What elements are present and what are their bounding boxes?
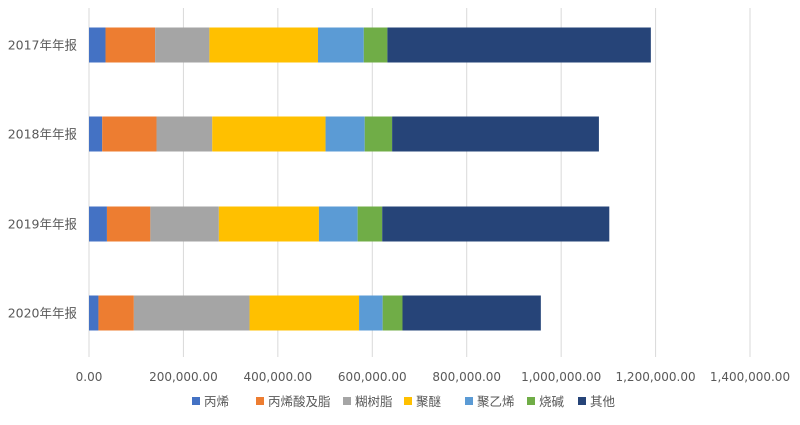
category-label-1: 2018年年报	[8, 127, 78, 142]
gridlines	[88, 8, 751, 357]
x-tick-label-7: 1,400,000.00	[710, 370, 790, 384]
bar-segment-3-4	[359, 295, 383, 331]
bar-segment-2-4	[318, 206, 358, 242]
bar-segment-0-6	[387, 27, 651, 63]
bar-segment-0-1	[105, 27, 156, 63]
legend-label-3: 聚醚	[416, 394, 442, 409]
bar-segment-3-6	[402, 295, 541, 331]
category-label-3: 2020年年报	[8, 306, 78, 321]
legend-swatch-5	[527, 397, 535, 405]
legend-label-6: 其他	[590, 394, 616, 409]
bar-segment-2-0	[89, 206, 107, 242]
x-tick-label-3: 600,000.00	[338, 370, 407, 384]
x-tick-label-0: 0.00	[76, 370, 103, 384]
bar-segment-2-2	[150, 206, 219, 242]
x-tick-label-6: 1,200,000.00	[615, 370, 695, 384]
bar-segment-0-5	[363, 27, 388, 63]
bar-segment-1-3	[212, 116, 326, 152]
bar-segment-1-5	[364, 116, 393, 152]
bar-segment-2-3	[218, 206, 319, 242]
bar-segment-2-6	[382, 206, 610, 242]
legend-label-1: 丙烯酸及脂	[268, 394, 331, 409]
bar-segment-1-2	[156, 116, 213, 152]
x-tick-label-1: 200,000.00	[149, 370, 218, 384]
bar-segment-3-0	[89, 295, 99, 331]
legend-swatch-2	[343, 397, 351, 405]
bar-segment-2-1	[106, 206, 151, 242]
bar-segment-3-2	[133, 295, 250, 331]
legend-label-0: 丙烯	[204, 394, 229, 409]
category-label-2: 2019年年报	[8, 217, 78, 232]
bar-segment-0-0	[89, 27, 106, 63]
legend-label-4: 聚乙烯	[477, 394, 515, 409]
legend-swatch-3	[404, 397, 412, 405]
bar-segment-0-2	[155, 27, 210, 63]
category-labels: 2017年年报 2018年年报 2019年年报 2020年年报	[8, 38, 78, 321]
x-tick-label-4: 800,000.00	[432, 370, 501, 384]
legend: 丙烯 丙烯酸及脂 糊树脂 聚醚 聚乙烯 烧碱 其他	[192, 394, 616, 409]
bar-segment-1-1	[102, 116, 157, 152]
legend-label-5: 烧碱	[539, 394, 565, 409]
bars	[89, 27, 651, 331]
legend-label-2: 糊树脂	[355, 394, 393, 409]
bar-segment-1-0	[89, 116, 103, 152]
bar-segment-3-5	[382, 295, 403, 331]
x-tick-labels: 0.00 200,000.00 400,000.00 600,000.00 800,00…	[76, 370, 790, 384]
bar-segment-2-5	[357, 206, 383, 242]
bar-segment-0-4	[317, 27, 364, 63]
legend-swatch-4	[465, 397, 473, 405]
category-label-0: 2017年年报	[8, 38, 78, 53]
bar-segment-0-3	[209, 27, 318, 63]
legend-swatch-1	[256, 397, 264, 405]
x-tick-label-2: 400,000.00	[243, 370, 312, 384]
legend-swatch-6	[578, 397, 586, 405]
bar-segment-3-1	[98, 295, 134, 331]
legend-swatch-0	[192, 397, 200, 405]
bar-segment-1-4	[325, 116, 365, 152]
bar-segment-3-3	[249, 295, 360, 331]
x-tick-label-5: 1,000,000.00	[521, 370, 601, 384]
bar-segment-1-6	[392, 116, 599, 152]
